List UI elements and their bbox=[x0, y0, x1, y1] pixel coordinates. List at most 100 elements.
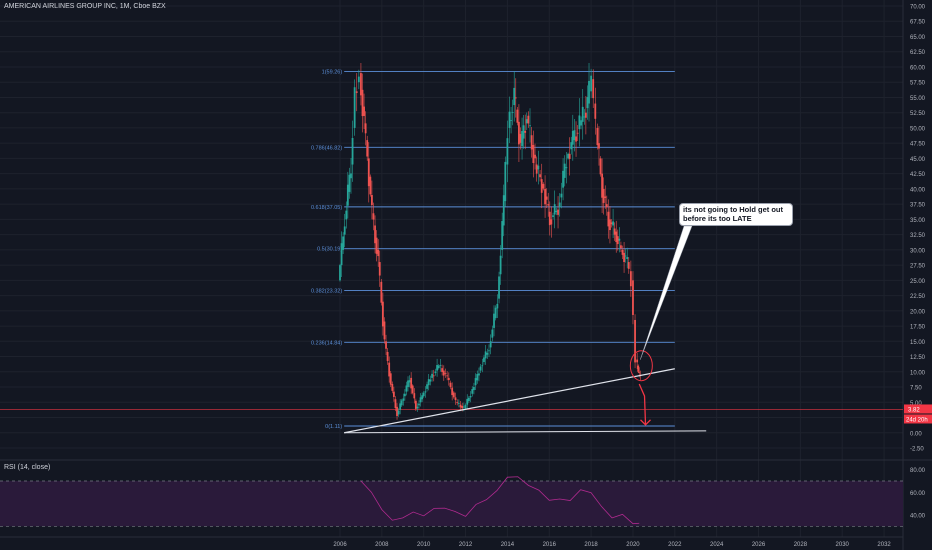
candle-body bbox=[629, 271, 632, 287]
candle-body bbox=[545, 196, 548, 200]
y-tick-label: 45.00 bbox=[910, 157, 926, 163]
candle-body bbox=[568, 153, 571, 159]
candle-body bbox=[397, 410, 400, 415]
x-tick-label: 2032 bbox=[877, 542, 891, 548]
callout-pointer bbox=[640, 225, 693, 360]
rsi-tick-label: 60.00 bbox=[910, 491, 926, 497]
candle-body bbox=[576, 132, 579, 134]
candle-body bbox=[386, 351, 389, 361]
candle-body bbox=[521, 131, 523, 147]
x-tick-label: 2012 bbox=[459, 542, 473, 548]
candle-body bbox=[343, 226, 346, 235]
candle-body bbox=[598, 143, 600, 149]
y-tick-label: 40.00 bbox=[910, 187, 926, 193]
candle-body bbox=[481, 365, 484, 367]
candle-body bbox=[580, 120, 582, 126]
candle-body bbox=[405, 385, 408, 392]
trendline bbox=[344, 368, 675, 434]
candle-body bbox=[380, 281, 383, 303]
candle-body bbox=[575, 136, 577, 142]
candle-body bbox=[527, 115, 530, 124]
candle-body bbox=[539, 174, 541, 178]
candle-body bbox=[468, 397, 470, 402]
candle-body bbox=[605, 204, 608, 208]
candle-body bbox=[596, 127, 599, 146]
x-tick-label: 2016 bbox=[543, 542, 557, 548]
candle-body bbox=[476, 374, 479, 381]
y-tick-label: 25.00 bbox=[910, 279, 926, 285]
candle-body bbox=[583, 116, 586, 118]
down-arrow bbox=[638, 383, 647, 425]
x-tick-label: 2008 bbox=[375, 542, 389, 548]
rsi-title: RSI (14, close) bbox=[4, 464, 51, 471]
candle-body bbox=[560, 193, 563, 198]
y-tick-label: 10.00 bbox=[910, 370, 926, 376]
x-tick-label: 2020 bbox=[626, 542, 640, 548]
candle-body bbox=[361, 89, 364, 117]
candle-body bbox=[402, 398, 405, 401]
candle-body bbox=[599, 158, 602, 175]
candle-body bbox=[563, 163, 566, 178]
candle-body bbox=[473, 387, 475, 391]
candle-body bbox=[392, 391, 395, 397]
candle-body bbox=[525, 119, 528, 124]
candle-body bbox=[411, 385, 414, 394]
candle-body bbox=[478, 373, 480, 376]
rsi-line bbox=[360, 476, 640, 525]
candle-body bbox=[590, 75, 593, 92]
candle-body bbox=[506, 138, 509, 165]
candle-body bbox=[388, 362, 391, 377]
candle-body bbox=[419, 397, 422, 403]
candle-body bbox=[394, 399, 397, 409]
fib-level-label: 0.236(14.84) bbox=[311, 340, 342, 346]
candle-body bbox=[414, 400, 417, 409]
candle-body bbox=[422, 392, 425, 397]
candle-body bbox=[385, 341, 387, 349]
candle-body bbox=[339, 265, 341, 281]
candle-body bbox=[618, 238, 621, 241]
candle-body bbox=[616, 236, 619, 245]
candle-body bbox=[427, 379, 430, 386]
countdown-badge bbox=[904, 414, 932, 424]
candle-body bbox=[391, 383, 394, 391]
annotation-callout[interactable]: its not going to Hold get out before its… bbox=[679, 203, 793, 226]
candle-body bbox=[369, 176, 372, 195]
candle-body bbox=[403, 393, 406, 397]
y-tick-label: 52.50 bbox=[910, 111, 926, 117]
chart-title: AMERICAN AIRLINES GROUP INC, 1M, Cboe BZ… bbox=[4, 3, 166, 10]
candle-body bbox=[537, 165, 540, 170]
rsi-tick-label: 40.00 bbox=[910, 514, 926, 520]
candle-body bbox=[535, 164, 538, 174]
candle-body bbox=[637, 365, 640, 372]
candle-body bbox=[571, 130, 574, 145]
candle-body bbox=[484, 351, 487, 359]
candle-body bbox=[396, 406, 398, 417]
y-tick-label: 62.50 bbox=[910, 50, 926, 56]
candle-body bbox=[634, 319, 636, 363]
current-price-label: 3.82 bbox=[908, 407, 920, 413]
candle-body bbox=[416, 406, 419, 409]
candle-body bbox=[464, 404, 467, 409]
candle-body bbox=[444, 373, 447, 374]
candle-body bbox=[418, 403, 420, 406]
candle-body bbox=[504, 161, 507, 202]
candle-body bbox=[508, 111, 511, 128]
candle-body bbox=[449, 382, 452, 388]
x-tick-label: 2018 bbox=[584, 542, 598, 548]
candle-body bbox=[607, 211, 610, 227]
candle-body bbox=[494, 307, 497, 319]
candle-body bbox=[548, 211, 551, 226]
candle-body bbox=[518, 121, 520, 145]
candle-body bbox=[540, 179, 543, 193]
candle-body bbox=[474, 378, 477, 386]
y-tick-label: 67.50 bbox=[910, 20, 926, 26]
y-tick-label: 27.50 bbox=[910, 264, 926, 270]
y-tick-label: 47.50 bbox=[910, 142, 926, 148]
x-tick-label: 2026 bbox=[752, 542, 766, 548]
candle-body bbox=[446, 375, 449, 377]
x-tick-label: 2022 bbox=[668, 542, 682, 548]
candle-body bbox=[456, 402, 459, 404]
y-tick-label: 35.00 bbox=[910, 218, 926, 224]
y-tick-label: 60.00 bbox=[910, 65, 926, 71]
